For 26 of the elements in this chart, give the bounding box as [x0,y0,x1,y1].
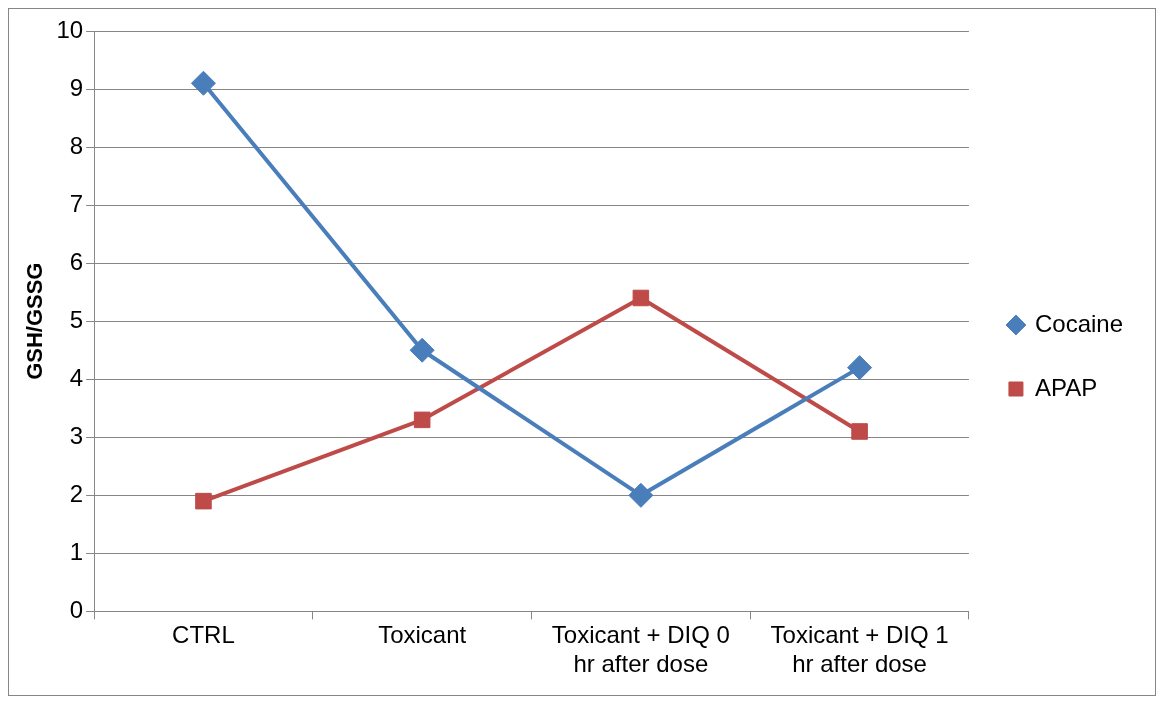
y-tick-label: 1 [69,537,84,565]
x-tick-label: Toxicant + DIQ 0 hr after dose [551,621,730,678]
point [413,411,431,429]
point [851,423,868,440]
point [409,337,435,363]
y-axis-title: GSH/GSSG [22,262,48,380]
y-tick-label: 0 [69,596,84,624]
legend-label: APAP [1034,373,1098,401]
y-tick-label: 9 [69,73,84,101]
x-tick-label: Toxicant + DIQ 1 hr after dose [770,621,949,678]
point [628,482,654,508]
y-tick-label: 6 [69,247,84,275]
point [195,492,212,510]
point [190,70,216,96]
x-tick-label: Toxicant [378,621,467,649]
point [632,289,650,307]
y-tick-label: 5 [69,305,84,333]
y-tick-label: 4 [69,363,84,391]
point [847,355,873,381]
y-tick-label: 7 [69,189,84,217]
x-tick-label: CTRL [172,621,235,649]
legend-label: Cocaine [1034,309,1124,337]
y-tick-label: 8 [69,131,84,159]
y-tick-label: 10 [56,15,84,43]
y-tick-label: 3 [69,421,84,449]
y-tick-label: 2 [69,479,84,507]
